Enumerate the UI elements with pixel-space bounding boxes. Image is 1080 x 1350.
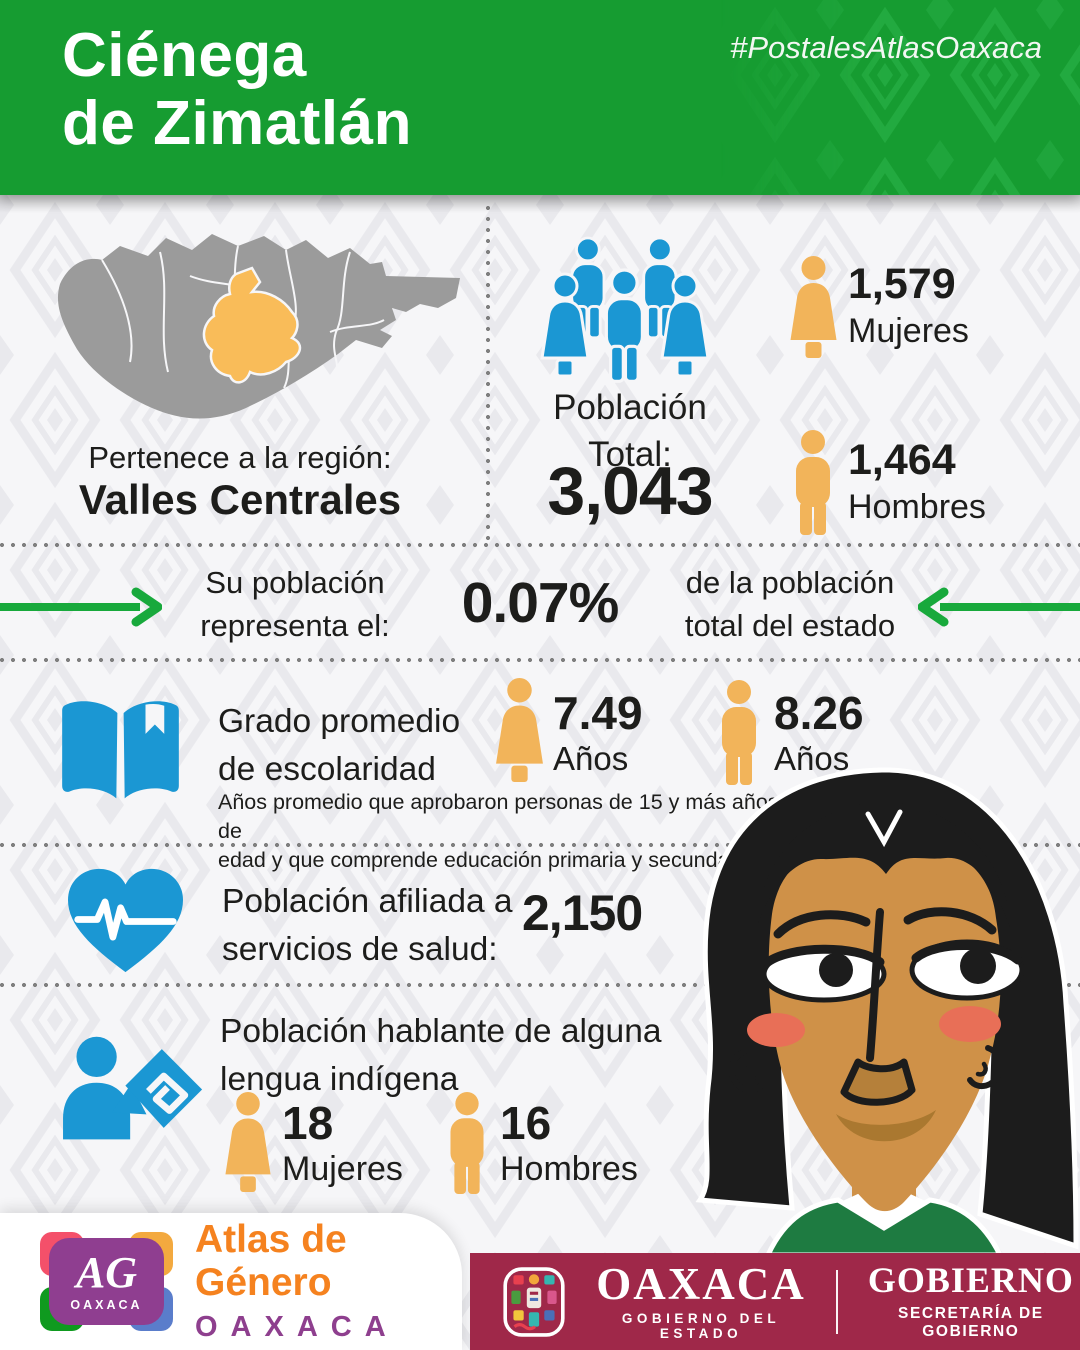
oaxaca-government-emblem-icon: [503, 1266, 565, 1337]
government-bar: OAXACA GOBIERNO DEL ESTADO GOBIERNO SECR…: [470, 1253, 1080, 1350]
share-left-line1: Su población: [205, 565, 385, 600]
share-percent: 0.07%: [461, 571, 620, 635]
population-total-value: 3,043: [547, 453, 713, 529]
band-arrow-right-icon: [918, 587, 1080, 627]
share-left-text: Su población representa el:: [150, 562, 440, 648]
atlas-title: Atlas de Género: [195, 1217, 347, 1304]
band-arrow-left-icon: [0, 587, 162, 627]
woman-illustration: [695, 767, 1079, 1255]
divider-2: [0, 658, 1080, 662]
men-icon: [796, 430, 830, 535]
gov-secretariat: GOBIERNO: [867, 1260, 1074, 1300]
language-title-line2: lengua indígena: [220, 1060, 459, 1098]
education-men-value: 8.26: [774, 687, 864, 739]
population-men-label: Hombres: [848, 488, 986, 526]
language-men-label: Hombres: [500, 1150, 638, 1188]
hashtag: #PostalesAtlasOaxaca: [730, 30, 1042, 65]
share-left-line2: representa el:: [200, 607, 390, 643]
header-banner: Ciénega de Zimatlán #PostalesAtlasOaxaca: [0, 0, 1080, 195]
divider-3: [0, 843, 1080, 847]
women-icon: [790, 256, 837, 358]
education-men-unit: Años: [774, 740, 850, 777]
page-title-line2: de Zimatlán: [62, 89, 413, 159]
population-women-value: 1,579: [848, 260, 956, 308]
share-right-line1: de la población: [685, 565, 895, 600]
share-right-line2: total del estado: [684, 607, 896, 643]
language-icon: [63, 1036, 203, 1140]
education-women-icon: [496, 678, 543, 782]
page-title: Ciénega de Zimatlán: [62, 21, 413, 159]
language-men-icon: [450, 1092, 484, 1195]
population-women-label: Mujeres: [848, 312, 969, 350]
oaxaca-state-map: [57, 234, 460, 419]
language-title-line1: Población hablante de alguna: [220, 1013, 662, 1050]
population-total-label-line1: Población: [553, 388, 707, 427]
language-women-value: 18: [282, 1097, 334, 1149]
education-women-value: 7.49: [553, 687, 643, 739]
education-note: Años promedio que aprobaron personas de …: [218, 788, 808, 875]
population-men-value: 1,464: [848, 436, 956, 484]
region-intro: Pertenece a la región:: [88, 440, 392, 475]
population-total-label-line2: Total:: [588, 434, 672, 474]
vertical-divider: [486, 206, 490, 543]
language-men-value: 16: [500, 1097, 552, 1149]
logo-initials: AG: [75, 1248, 138, 1297]
health-label-line1: Población afiliada a: [222, 883, 513, 920]
region-name: Valles Centrales: [78, 476, 402, 523]
header-diamond-pattern: [720, 0, 1080, 195]
atlas-genero-text: Atlas de Género OAXACA: [195, 1217, 462, 1345]
language-women-icon: [225, 1092, 271, 1192]
gov-state-name: OAXACA: [596, 1259, 806, 1309]
gov-state-block: OAXACA GOBIERNO DEL ESTADO: [592, 1259, 810, 1342]
atlas-subtitle: OAXACA: [195, 1311, 399, 1344]
education-title-line2: de escolaridad: [218, 750, 436, 788]
population-group-icon: [540, 236, 710, 383]
atlas-genero-logo: AG OAXACA: [40, 1232, 173, 1331]
health-label-line2: servicios de salud:: [222, 930, 498, 968]
health-label: Población afiliada a servicios de salud:: [222, 878, 513, 973]
population-total-label: Población Total:: [505, 385, 755, 478]
gov-secretariat-caption: SECRETARÍA DE GOBIERNO: [898, 1305, 1044, 1340]
logo-caption: OAXACA: [70, 1298, 143, 1312]
gov-state-caption: GOBIERNO DEL ESTADO: [621, 1311, 781, 1341]
gov-secretariat-block: GOBIERNO SECRETARÍA DE GOBIERNO: [862, 1262, 1080, 1341]
education-title-line1: Grado promedio: [218, 703, 461, 740]
health-icon: [68, 868, 183, 973]
share-right-text: de la población total del estado: [640, 562, 940, 648]
education-women-unit: Años: [553, 740, 629, 777]
divider-1: [0, 543, 1080, 547]
education-title: Grado promedio de escolaridad: [218, 698, 460, 793]
divider-4: [0, 983, 1080, 987]
logo-center: AG OAXACA: [49, 1238, 164, 1325]
language-title: Población hablante de alguna lengua indí…: [220, 1008, 661, 1103]
health-value: 2,150: [522, 885, 643, 941]
page-title-line1: Ciénega: [62, 21, 307, 90]
education-note-line1: Años promedio que aprobaron personas de …: [218, 790, 779, 844]
education-icon: [62, 701, 179, 799]
atlas-genero-card: AG OAXACA Atlas de Género OAXACA: [0, 1213, 462, 1350]
language-women-label: Mujeres: [282, 1150, 403, 1188]
education-note-line2: edad y que comprende educación primaria …: [218, 848, 760, 873]
gov-divider: [836, 1269, 838, 1334]
